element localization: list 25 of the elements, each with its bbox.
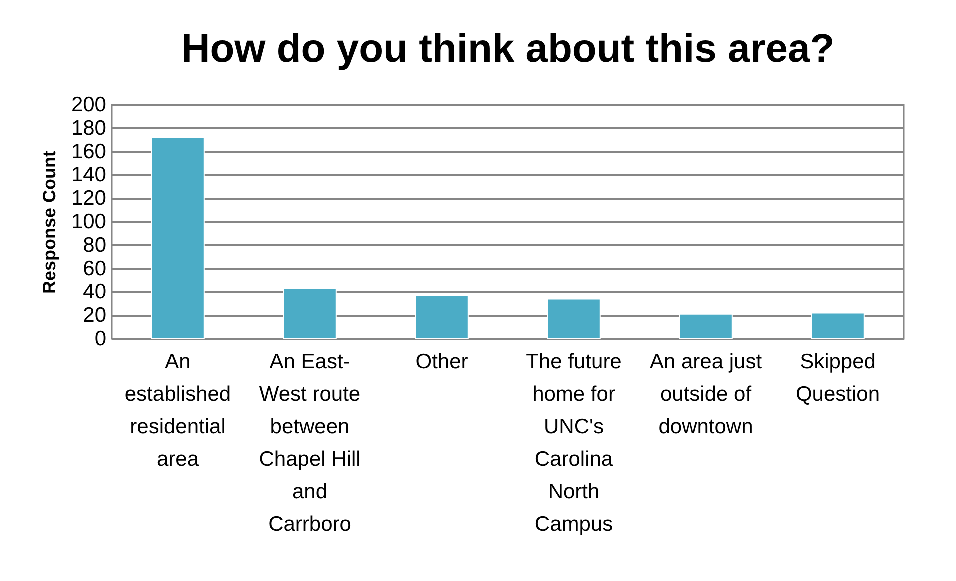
x-tick-label: An established residential area — [124, 350, 232, 471]
y-tick-label: 60 — [83, 257, 106, 280]
y-tick-label: 20 — [83, 304, 106, 328]
y-tick-label: 40 — [83, 280, 106, 304]
bar — [679, 314, 733, 340]
y-tick-label: 160 — [71, 140, 106, 164]
y-axis-title: Response Count — [39, 150, 60, 294]
bar — [283, 288, 337, 340]
y-tick-label: 140 — [71, 164, 106, 187]
x-tick-label: Skipped Question — [796, 350, 880, 406]
x-tick-label: An East- West route between Chapel Hill and Carrboro — [259, 350, 361, 536]
y-tick-label: 100 — [71, 210, 106, 234]
y-tick-label: 80 — [83, 234, 106, 257]
chart-title: How do you think about this area? — [181, 27, 835, 71]
y-tick-label: 0 — [94, 328, 106, 350]
y-tick-label: 200 — [71, 94, 106, 116]
x-tick-label: An area just outside of downtown — [650, 350, 762, 438]
y-tick-label: 120 — [71, 187, 106, 210]
bar — [547, 298, 601, 340]
bar — [151, 137, 205, 340]
x-tick-label: Other — [416, 350, 468, 374]
bar — [415, 295, 469, 340]
y-tick-label: 180 — [71, 116, 106, 140]
x-tick-label: The future home for UNC's Carolina North Campus — [526, 350, 622, 536]
bar — [811, 312, 865, 340]
